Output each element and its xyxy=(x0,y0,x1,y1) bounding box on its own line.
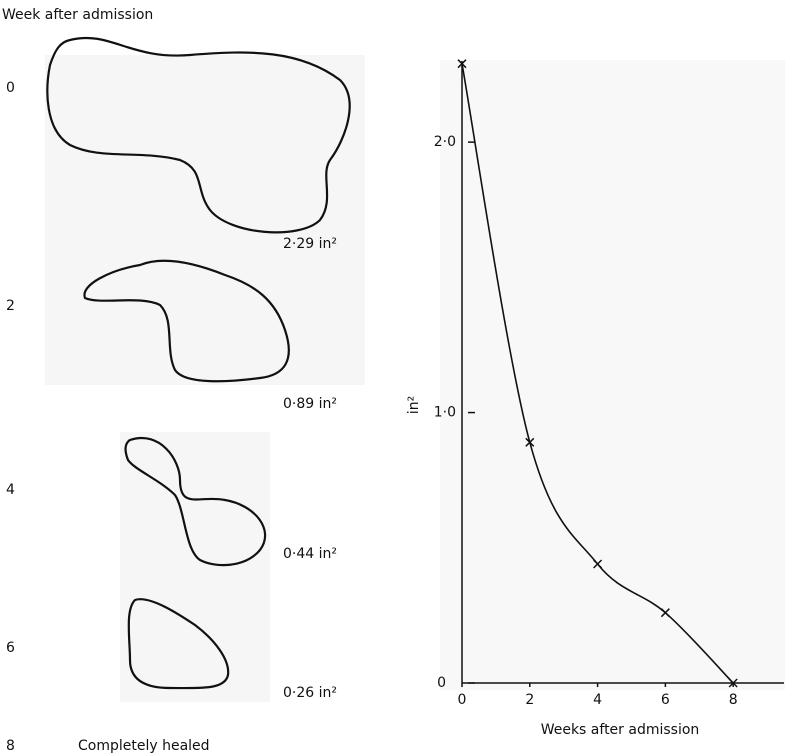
x-tick-label: 4 xyxy=(593,692,602,708)
wound-outline xyxy=(83,259,290,383)
week-label: 0 xyxy=(6,80,15,96)
y-tick-label: 1·0 xyxy=(434,405,456,421)
x-tick-label: 0 xyxy=(458,692,467,708)
wound-outline xyxy=(46,36,351,234)
point-marker xyxy=(593,559,603,569)
week-label: 8 xyxy=(6,738,15,754)
scan-background xyxy=(120,432,270,702)
x-tick-label: 8 xyxy=(729,692,738,708)
area-label: 0·89 in² xyxy=(283,396,337,412)
area-label: 2·29 in² xyxy=(283,236,337,252)
header: Week after admission xyxy=(2,7,153,23)
wound-outline xyxy=(124,437,267,567)
scan-background xyxy=(440,60,785,690)
point-marker xyxy=(728,678,738,688)
y-axis-title: in² xyxy=(406,396,422,414)
y-tick-label: 2·0 xyxy=(434,134,456,150)
y-tick-label: 0 xyxy=(437,675,446,691)
point-marker xyxy=(525,437,535,447)
wound-outline xyxy=(127,598,230,690)
scan-background xyxy=(45,55,365,385)
week-label: 4 xyxy=(6,482,15,498)
healed-note: Completely healed xyxy=(78,738,210,754)
week-label: 6 xyxy=(6,640,15,656)
area-label: 0·44 in² xyxy=(283,546,337,562)
point-marker xyxy=(457,59,467,69)
point-marker xyxy=(660,608,670,618)
x-tick-label: 2 xyxy=(525,692,534,708)
area-label: 0·26 in² xyxy=(283,685,337,701)
curve xyxy=(461,63,734,684)
week-label: 2 xyxy=(6,298,15,314)
x-axis-title: Weeks after admission xyxy=(541,722,700,738)
x-tick-label: 6 xyxy=(661,692,670,708)
